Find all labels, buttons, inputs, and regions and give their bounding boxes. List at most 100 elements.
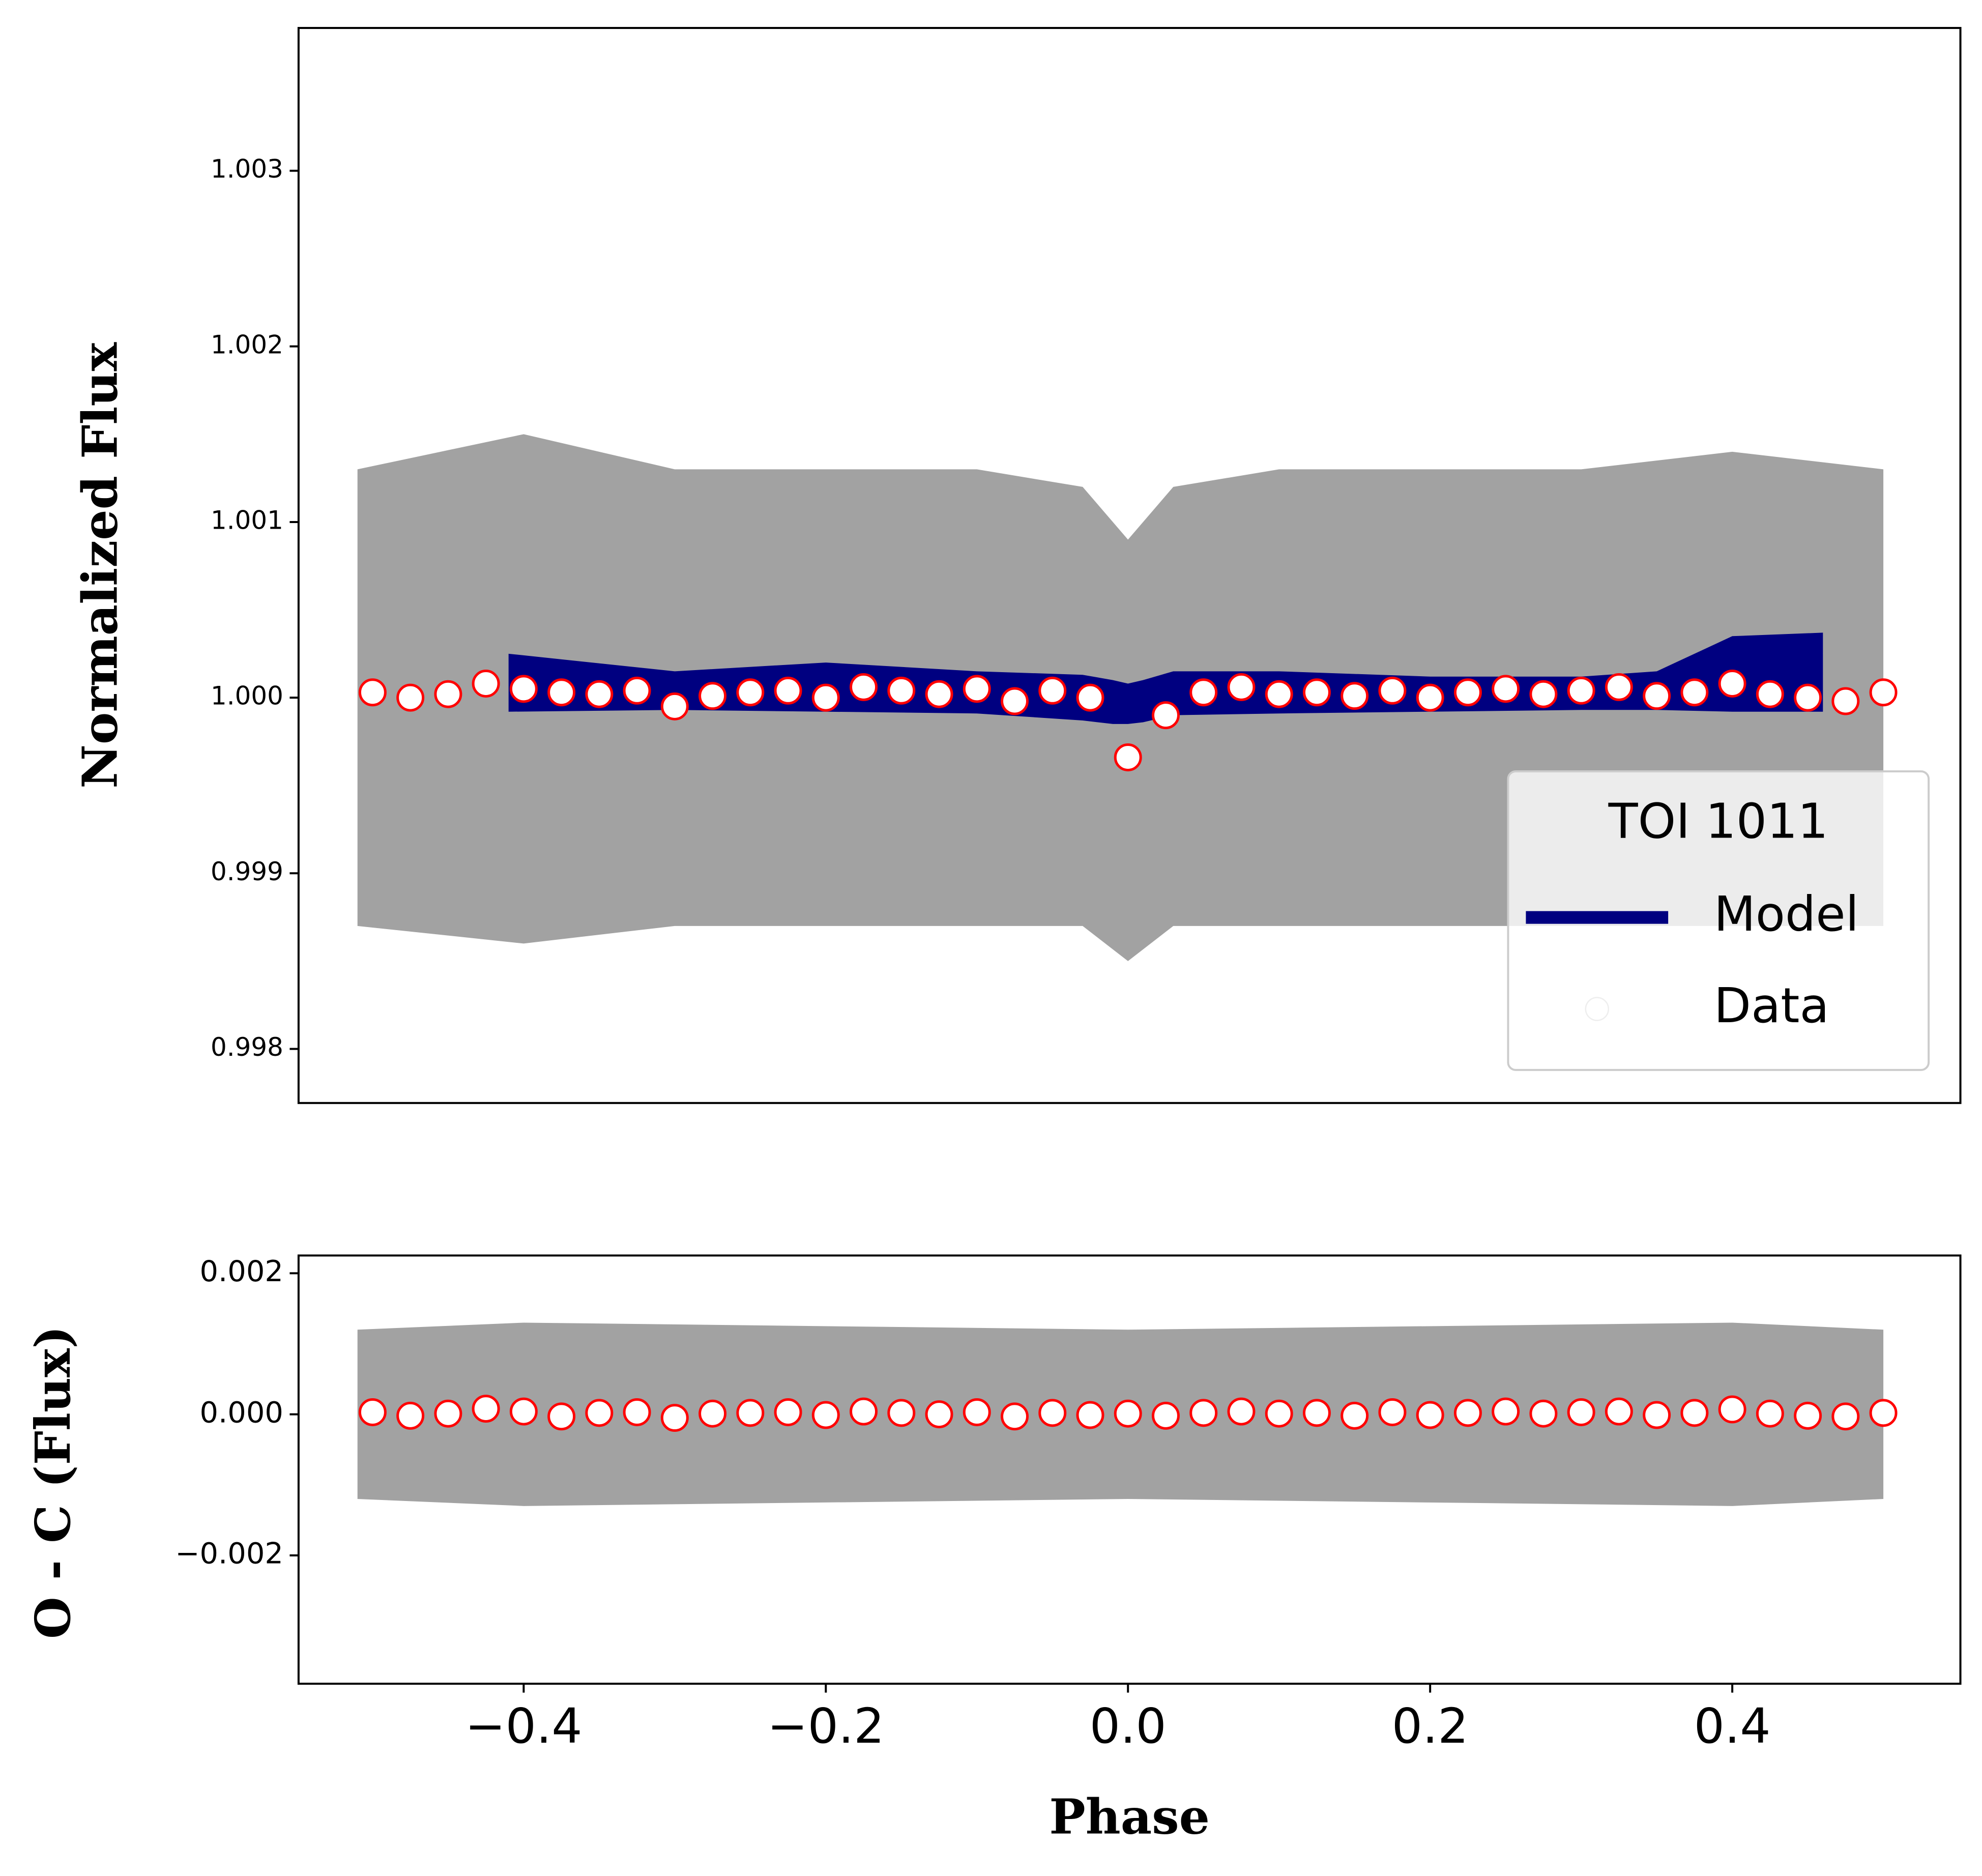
legend-title: TOI 1011 [1608,794,1828,850]
binned-point [1529,680,1558,708]
binned-point [1265,680,1293,708]
binned-point [963,675,991,703]
y-tick-label: 1.000 [211,681,283,711]
x-axis-label: Phase [1049,1789,1210,1845]
binned-point [1227,1397,1256,1426]
binned-point [1378,676,1407,705]
binned-point [1302,1399,1331,1427]
binned-point [887,676,916,705]
y-tick-label: 0.000 [199,1395,283,1429]
binned-point [1227,673,1256,701]
binned-point [396,683,425,712]
binned-point [1605,673,1633,701]
binned-point [434,1399,462,1428]
binned-point [850,673,878,701]
axes-frame [297,26,1962,1104]
panel: 0.998 0.999 1.000 1.001 1.002 1.003 Normalized… [72,26,1962,1104]
binned-point [1643,682,1671,710]
binned-point [774,676,802,705]
x-tick-label: 0.2 [1392,1698,1469,1754]
x-tick-label: 0.4 [1694,1698,1771,1754]
binned-point [1038,1399,1067,1427]
binned-point [396,1401,425,1430]
binned-point [585,1399,614,1427]
binned-point [811,1401,840,1429]
y-tick-label: 0.998 [211,1032,283,1062]
binned-point [1869,678,1898,707]
binned-point [1152,1401,1180,1430]
y-tick-label: 1.002 [211,330,283,359]
binned-point [1378,1398,1407,1426]
legend-label: Model [1714,886,1859,942]
legend-label: Data [1714,978,1829,1034]
binned-point [1643,1401,1671,1429]
binned-point [1001,1402,1029,1431]
binned-point [925,680,953,708]
binned-point [736,678,765,707]
binned-point [1680,678,1709,707]
legend-frame [1507,770,1930,1071]
binned-point [1114,1399,1142,1428]
binned-point [1152,701,1180,730]
binned-point [623,676,651,705]
x-tick-label: −0.4 [465,1698,582,1754]
binned-point [698,682,727,710]
binned-point [623,1398,651,1426]
binned-point [1076,683,1104,712]
plot-area [357,1322,1898,1506]
binned-point [1567,1398,1595,1426]
binned-point [509,675,538,703]
binned-point [660,1404,689,1432]
binned-point [1529,1399,1558,1428]
binned-point [1114,743,1142,771]
y-tick-label: −0.002 [175,1536,283,1570]
binned-point [698,1399,727,1428]
binned-point [1340,682,1369,710]
binned-point [736,1399,765,1427]
binned-point [1001,687,1029,715]
y-tick-label: 1.003 [211,154,283,184]
y-tick-label: 0.999 [211,857,283,886]
y-axis-label: Normalized Flux [72,342,129,789]
binned-point [811,683,840,712]
binned-point [1189,678,1218,707]
binned-point [434,680,462,708]
binned-point [547,678,576,707]
binned-point [1453,678,1482,707]
binned-point [1756,1399,1784,1428]
binned-point [509,1397,538,1426]
binned-point [547,1402,576,1431]
binned-point [1680,1399,1709,1427]
y-axis-label: O - C (Flux) [25,1326,81,1639]
binned-point [1492,675,1520,703]
binned-point [774,1398,802,1426]
binned-point [963,1398,991,1426]
binned-point [1831,687,1860,715]
x-tick-label: −0.2 [767,1698,884,1754]
panel: −0.002 0.000 0.002 −0.4 −0.2 0.0 0.2 0.4 O - C (… [25,1254,1962,1845]
binned-point [1416,683,1444,712]
binned-point [1831,1402,1860,1431]
binned-point [1869,1399,1898,1427]
binned-point [585,680,614,708]
binned-point [1189,1399,1218,1427]
binned-point [1567,676,1595,705]
y-tick-label: 0.002 [199,1254,283,1288]
binned-point [472,670,500,698]
y-tick-label: 1.001 [211,505,283,535]
binned-point [1756,680,1784,708]
binned-point [925,1400,953,1429]
legend: TOI 1011 Model Data [1507,770,1930,1071]
x-tick-label: 0.0 [1090,1698,1167,1754]
binned-point [1302,678,1331,707]
binned-point [1076,1401,1104,1429]
plot-area [357,434,1898,961]
binned-point [1340,1401,1369,1430]
binned-point [887,1399,916,1427]
binned-point [1718,670,1746,698]
binned-point [1794,1401,1822,1430]
binned-point [1265,1399,1293,1428]
binned-point [1416,1401,1444,1429]
